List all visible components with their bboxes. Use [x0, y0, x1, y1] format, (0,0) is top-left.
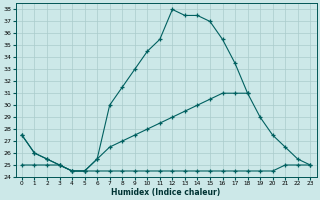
- X-axis label: Humidex (Indice chaleur): Humidex (Indice chaleur): [111, 188, 221, 197]
